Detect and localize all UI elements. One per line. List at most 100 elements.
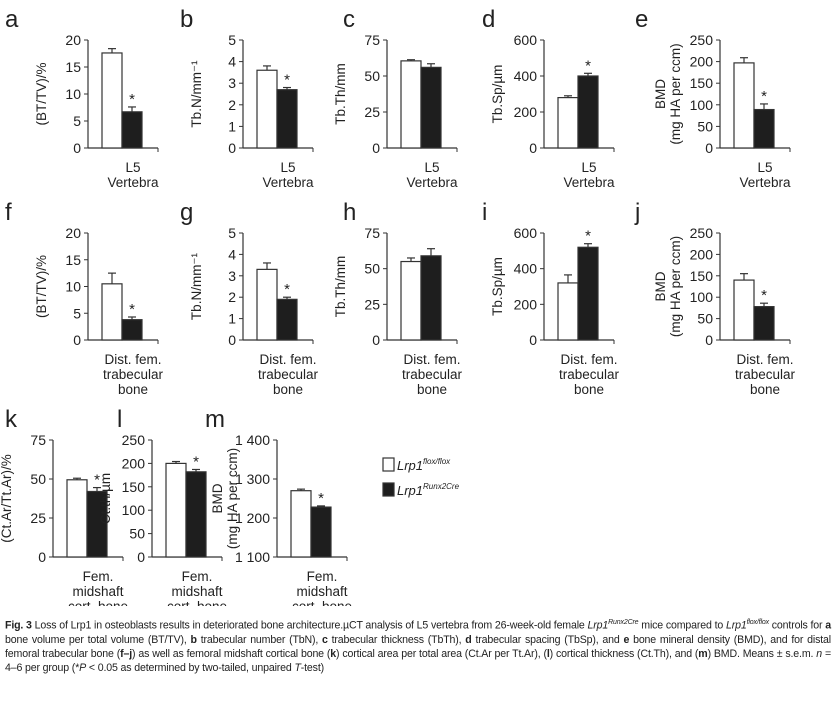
- x-category-label: trabecular: [103, 367, 164, 382]
- y-tick-label: 250: [122, 432, 146, 448]
- x-category-label: L5: [757, 160, 772, 175]
- bar-flox: [256, 69, 278, 149]
- caption-segment: = 4–6 per group (*: [5, 647, 831, 674]
- y-tick-label: 0: [73, 140, 81, 156]
- y-axis-label: (mg HA per ccm): [668, 43, 683, 144]
- y-tick-label: 0: [228, 332, 236, 348]
- x-category-label: Fem.: [83, 569, 114, 584]
- y-axis-label: (BT/TV)/%: [34, 255, 49, 318]
- y-tick-label: 0: [73, 332, 81, 348]
- y-tick-label: 200: [690, 54, 714, 70]
- bar-runx2cre: [86, 490, 108, 558]
- caption-segment: m: [698, 647, 708, 660]
- y-axis-label: Ct.th/µm: [98, 473, 113, 524]
- panel-letter: b: [180, 6, 193, 33]
- y-tick-label: 50: [697, 311, 713, 327]
- y-tick-label: 4: [228, 246, 236, 262]
- y-tick-label: 3: [228, 268, 236, 284]
- significance-star: *: [193, 453, 199, 470]
- bar-runx2cre: [577, 75, 599, 149]
- caption-segment: < 0.05 as determined by two-tailed, unpa…: [86, 661, 295, 674]
- x-category-label: cort. bone: [167, 599, 227, 606]
- y-axis-label: BMD: [653, 79, 668, 109]
- y-tick-label: 1 300: [235, 471, 270, 487]
- panel-letter: g: [180, 199, 193, 226]
- caption-segment: trabecular thickness (TbTh),: [327, 633, 466, 646]
- y-axis-label: (Ct.Ar/Tt.Ar)/%: [0, 454, 14, 543]
- panel-g: g 0 1 2 3 4 5 Tb.N/mm⁻¹ * Dist. fem.trabecularbon…: [180, 199, 319, 397]
- y-tick-label: 25: [364, 296, 380, 312]
- x-category-label: Dist. fem.: [104, 352, 161, 367]
- y-tick-label: 200: [122, 455, 146, 471]
- panel-letter: i: [482, 199, 487, 226]
- x-category-label: bone: [273, 382, 303, 397]
- y-tick-label: 50: [364, 68, 380, 84]
- significance-star: *: [129, 91, 135, 108]
- y-tick-label: 1: [228, 311, 236, 327]
- bar-flox: [290, 490, 312, 558]
- caption-segment: k: [330, 647, 337, 660]
- bar-flox: [557, 282, 579, 341]
- y-tick-label: 15: [65, 59, 81, 75]
- bar-flox: [101, 52, 123, 149]
- y-tick-label: 1 400: [235, 432, 270, 448]
- panel-m: m 1 100 1 200 1 300 1 400 BMD (mg HA per ccm) *…: [205, 406, 352, 614]
- y-axis-label: BMD: [210, 483, 225, 513]
- x-category-label: bone: [417, 382, 447, 397]
- x-category-label: Fem.: [307, 569, 338, 584]
- y-tick-label: 0: [372, 332, 380, 348]
- y-tick-label: 5: [228, 225, 236, 241]
- y-axis-label: (BT/TV)/%: [34, 63, 49, 126]
- y-tick-label: 10: [65, 279, 81, 295]
- y-tick-label: 400: [514, 68, 538, 84]
- y-tick-label: 200: [690, 246, 714, 262]
- panel-letter: j: [634, 199, 640, 226]
- y-tick-label: 600: [514, 225, 538, 241]
- bar-runx2cre: [753, 306, 775, 341]
- panel-letter: d: [482, 6, 495, 33]
- y-axis-label: BMD: [653, 271, 668, 301]
- caption-segment: Lrp1: [587, 619, 609, 632]
- caption-segment: flox/flox: [746, 619, 770, 626]
- y-axis-label: Tb.N/mm⁻¹: [189, 60, 204, 128]
- y-tick-label: 100: [122, 502, 146, 518]
- caption-segment: Fig. 3: [5, 619, 32, 632]
- y-tick-label: 25: [364, 104, 380, 120]
- y-tick-label: 150: [122, 479, 146, 495]
- y-tick-label: 5: [73, 305, 81, 321]
- panel-e: e 0 50 100 150 200 250 BMD (mg HA per ccm) * L5Ver…: [635, 6, 791, 190]
- significance-star: *: [585, 57, 591, 74]
- y-tick-label: 75: [364, 32, 380, 48]
- caption-segment: a: [825, 619, 831, 632]
- y-tick-label: 75: [30, 432, 46, 448]
- y-tick-label: 2: [228, 97, 236, 113]
- y-tick-label: 200: [514, 296, 538, 312]
- y-tick-label: 100: [690, 289, 714, 305]
- y-tick-label: 25: [30, 510, 46, 526]
- legend-label: Lrp1flox/flox: [397, 457, 451, 473]
- legend-superscript: flox/flox: [423, 457, 451, 466]
- y-tick-label: 15: [65, 252, 81, 268]
- y-tick-label: 2: [228, 289, 236, 305]
- caption-segment: n: [816, 647, 822, 660]
- y-axis-label: (mg HA per ccm): [225, 448, 240, 549]
- x-category-label: midshaft: [72, 584, 123, 599]
- panel-letter: l: [117, 406, 122, 433]
- y-tick-label: 10: [65, 86, 81, 102]
- bar-runx2cre: [753, 108, 775, 149]
- caption-segment: trabecular spacing (TbSp), and: [471, 633, 624, 646]
- x-category-label: midshaft: [171, 584, 222, 599]
- y-tick-label: 1 100: [235, 549, 270, 565]
- panel-i: i 0 200 400 600 Tb.Sp/µm * Dist. fem.trabecular…: [482, 199, 620, 397]
- x-category-label: Dist. fem.: [560, 352, 617, 367]
- bar-flox: [733, 62, 755, 149]
- legend-item: Lrp1Runx2Cre: [382, 482, 460, 498]
- caption-segment: trabecular number (TbN),: [196, 633, 323, 646]
- caption-segment: ) BMD. Means ± s.e.m.: [707, 647, 817, 660]
- y-axis-label: (mg HA per ccm): [668, 236, 683, 337]
- caption-segment: Lrp1: [725, 619, 747, 632]
